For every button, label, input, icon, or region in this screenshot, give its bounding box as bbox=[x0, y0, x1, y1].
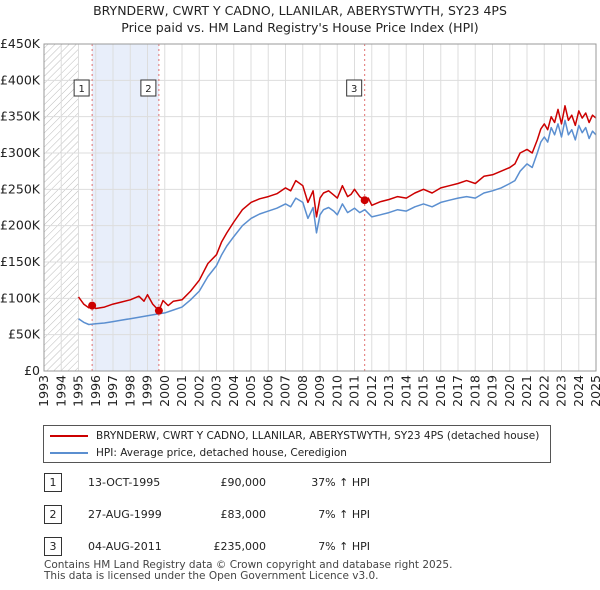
legend-swatch-hpi bbox=[50, 452, 88, 454]
sale-number-badge: 1 bbox=[44, 473, 62, 492]
x-tick-label: 2004 bbox=[226, 375, 241, 407]
price-chart: 1 2 3 £0 £50K £100K £150K £200K £250K £300K £350K… bbox=[0, 36, 600, 407]
sale-label-number: 2 bbox=[145, 84, 151, 95]
y-tick-label: £400K bbox=[0, 72, 41, 87]
y-tick-label: £150K bbox=[0, 254, 41, 269]
sale-label-box bbox=[140, 79, 157, 97]
sale-number-badge: 3 bbox=[44, 537, 62, 556]
x-tick-label: 1999 bbox=[140, 375, 155, 407]
sale-hpi-change: 37% ↑ HPI bbox=[311, 476, 370, 489]
x-tick-label: 2008 bbox=[295, 375, 310, 407]
legend-item-hpi: HPI: Average price, detached house, Cere… bbox=[50, 445, 347, 461]
chart-subtitle-line: Price paid vs. HM Land Registry's House … bbox=[121, 20, 479, 35]
y-tick-label: £0 bbox=[24, 363, 40, 378]
x-tick-label: 2017 bbox=[450, 375, 465, 407]
sale-point bbox=[88, 301, 97, 310]
x-tick-label: 1994 bbox=[53, 375, 68, 407]
y-tick-label: £100K bbox=[0, 290, 41, 305]
x-tick-label: 2010 bbox=[329, 375, 344, 407]
sale-date: 13-OCT-1995 bbox=[88, 476, 161, 489]
x-tick-label: 2021 bbox=[519, 375, 534, 407]
x-tick-label: 2011 bbox=[347, 375, 362, 407]
x-tick-label: 1996 bbox=[88, 375, 103, 407]
x-tick-label: 2024 bbox=[571, 375, 586, 407]
legend: BRYNDERW, CWRT Y CADNO, LLANILAR, ABERYS… bbox=[43, 425, 551, 463]
property-price-line bbox=[77, 105, 596, 312]
x-tick-label: 1995 bbox=[71, 375, 86, 407]
plot-frame bbox=[43, 43, 597, 372]
x-tick-label: 2019 bbox=[485, 375, 500, 407]
x-tick-label: 1997 bbox=[105, 375, 120, 407]
sale-price: £83,000 bbox=[220, 508, 267, 521]
x-tick-label: 2001 bbox=[174, 375, 189, 407]
x-tick-label: 2003 bbox=[209, 375, 224, 407]
x-tick-label: 2020 bbox=[502, 375, 517, 407]
chart-title-line: BRYNDERW, CWRT Y CADNO, LLANILAR, ABERYS… bbox=[93, 3, 507, 18]
sale-hpi-change: 7% ↑ HPI bbox=[318, 508, 370, 521]
x-tick-label: 2005 bbox=[243, 375, 258, 407]
x-tick-label: 2025 bbox=[588, 375, 600, 407]
y-tick-label: £350K bbox=[0, 109, 41, 124]
sale-price: £235,000 bbox=[213, 540, 267, 553]
x-tick-label: 2018 bbox=[467, 375, 482, 407]
x-tick-label: 2012 bbox=[364, 375, 379, 407]
y-tick-label: £200K bbox=[0, 218, 41, 233]
sale-date: 27-AUG-1999 bbox=[88, 508, 162, 521]
x-tick-label: 2009 bbox=[312, 375, 327, 407]
y-tick-label: £50K bbox=[8, 327, 41, 342]
x-tick-label: 2006 bbox=[260, 375, 275, 407]
sale-hpi-change: 7% ↑ HPI bbox=[318, 540, 370, 553]
sale-number-badge: 2 bbox=[44, 505, 62, 524]
legend-item-property: BRYNDERW, CWRT Y CADNO, LLANILAR, ABERYS… bbox=[50, 428, 539, 444]
y-tick-label: £450K bbox=[0, 36, 41, 51]
sale-label-number: 3 bbox=[351, 84, 357, 95]
y-tick-label: £300K bbox=[0, 145, 41, 160]
x-tick-label: 2016 bbox=[433, 375, 448, 407]
x-tick-label: 2007 bbox=[278, 375, 293, 407]
sale-point bbox=[360, 196, 369, 205]
x-tick-label: 2002 bbox=[191, 375, 206, 407]
y-tick-label: £250K bbox=[0, 181, 41, 196]
sale-point bbox=[154, 306, 163, 315]
hpi-line bbox=[78, 119, 596, 326]
legend-swatch-property bbox=[50, 435, 88, 437]
x-tick-label: 1993 bbox=[36, 375, 51, 407]
sale-row: 2 27-AUG-1999 £83,000 7% ↑ HPI bbox=[0, 505, 600, 525]
footer-copyright: Contains HM Land Registry data © Crown c… bbox=[44, 559, 453, 571]
legend-label-property: BRYNDERW, CWRT Y CADNO, LLANILAR, ABERYS… bbox=[96, 430, 540, 442]
sale-label-number: 1 bbox=[78, 84, 84, 95]
footer-licence: This data is licensed under the Open Gov… bbox=[44, 570, 379, 582]
legend-label-hpi: HPI: Average price, detached house, Cere… bbox=[96, 447, 347, 459]
sale-row: 1 13-OCT-1995 £90,000 37% ↑ HPI bbox=[0, 473, 600, 493]
sale-row: 3 04-AUG-2011 £235,000 7% ↑ HPI bbox=[0, 537, 600, 557]
footer: Contains HM Land Registry data © Crown c… bbox=[44, 560, 452, 582]
x-tick-label: 2023 bbox=[554, 375, 569, 407]
x-tick-label: 2022 bbox=[536, 375, 551, 407]
sale-label-box bbox=[346, 79, 363, 97]
x-tick-label: 1998 bbox=[122, 375, 137, 407]
chart-title: BRYNDERW, CWRT Y CADNO, LLANILAR, ABERYS… bbox=[0, 2, 600, 36]
sale-label-box bbox=[73, 79, 90, 97]
x-tick-label: 2013 bbox=[381, 375, 396, 407]
sale-date: 04-AUG-2011 bbox=[88, 540, 162, 553]
x-tick-label: 2014 bbox=[398, 375, 413, 407]
x-tick-label: 2000 bbox=[157, 375, 172, 407]
sale-price: £90,000 bbox=[220, 476, 267, 489]
x-tick-label: 2015 bbox=[416, 375, 431, 407]
